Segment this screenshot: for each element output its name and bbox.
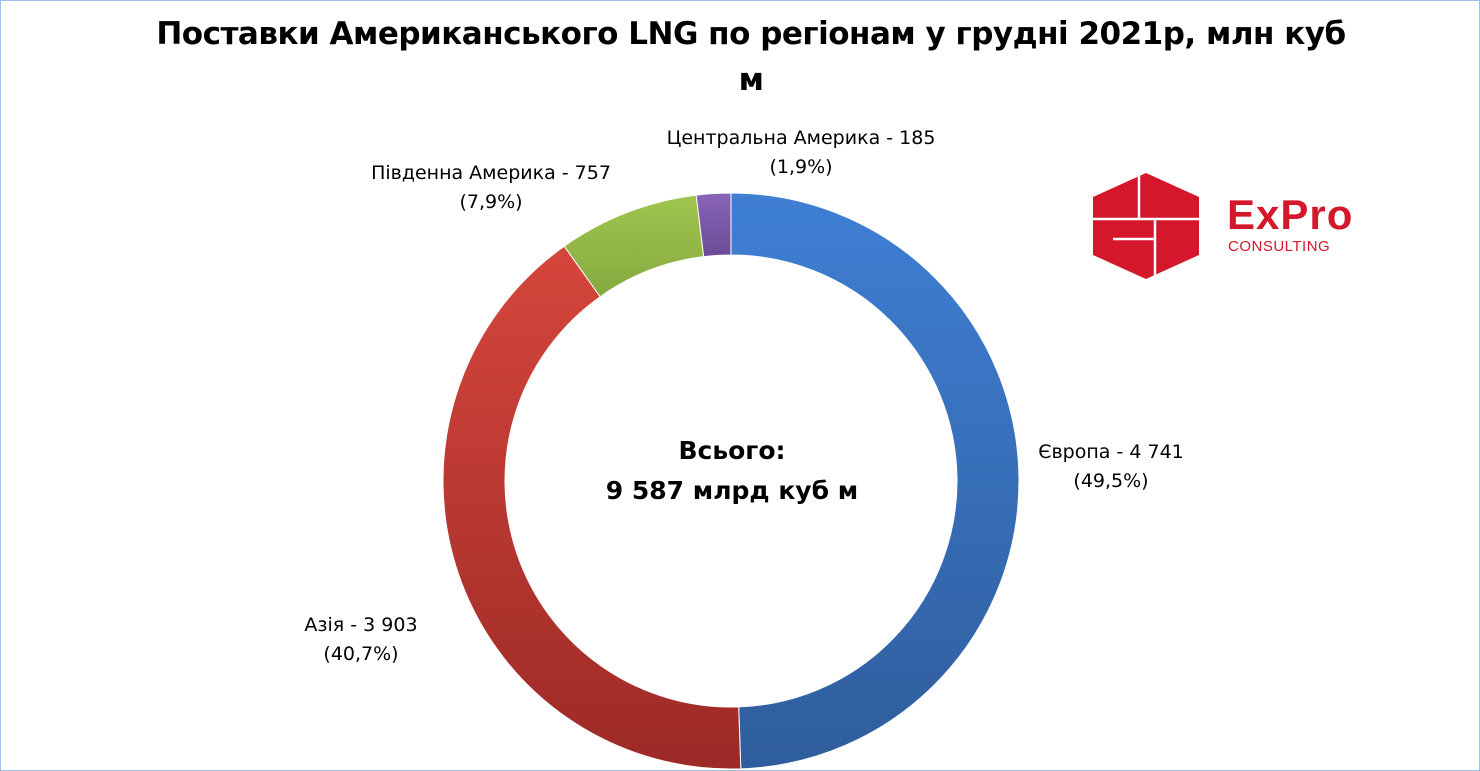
slice-percent-label-europe: (49,5%) bbox=[1073, 470, 1149, 492]
donut-slice-asia bbox=[442, 245, 742, 770]
slice-percent-label-central-america: (1,9%) bbox=[769, 156, 833, 178]
slice-value-label-europe: Європа - 4 741 bbox=[1038, 441, 1184, 463]
slice-value-label-south-america: Південна Америка - 757 bbox=[371, 162, 611, 184]
donut-slices bbox=[442, 192, 1020, 770]
donut-slice-central-america bbox=[695, 192, 732, 258]
slice-value-label-asia: Азія - 3 903 bbox=[304, 614, 418, 636]
slice-label-central-america: Центральна Америка - 185 (1,9%) bbox=[641, 124, 961, 182]
expro-consulting-logo: ExPro CONSULTING bbox=[1093, 173, 1353, 279]
slice-value-label-central-america: Центральна Америка - 185 bbox=[666, 127, 936, 149]
logo-sub-text: CONSULTING bbox=[1228, 238, 1330, 255]
slice-label-asia: Азія - 3 903 (40,7%) bbox=[251, 611, 471, 669]
center-total-value: 9 587 млрд куб м bbox=[605, 476, 859, 505]
slice-percent-label-south-america: (7,9%) bbox=[459, 191, 523, 213]
donut-slice-europe bbox=[730, 192, 1020, 770]
slice-label-south-america: Південна Америка - 757 (7,9%) bbox=[341, 159, 641, 217]
logo-brand-text: ExPro bbox=[1227, 191, 1353, 238]
slice-percent-label-asia: (40,7%) bbox=[323, 643, 399, 665]
slice-label-europe: Європа - 4 741 (49,5%) bbox=[1001, 438, 1221, 496]
center-total-caption: Всього: bbox=[678, 436, 786, 465]
donut-center-total: Всього: 9 587 млрд куб м bbox=[532, 431, 932, 511]
chart-title: Поставки Американського LNG по регіонам … bbox=[156, 16, 1346, 98]
logo-hexagon-icon bbox=[1093, 173, 1199, 279]
